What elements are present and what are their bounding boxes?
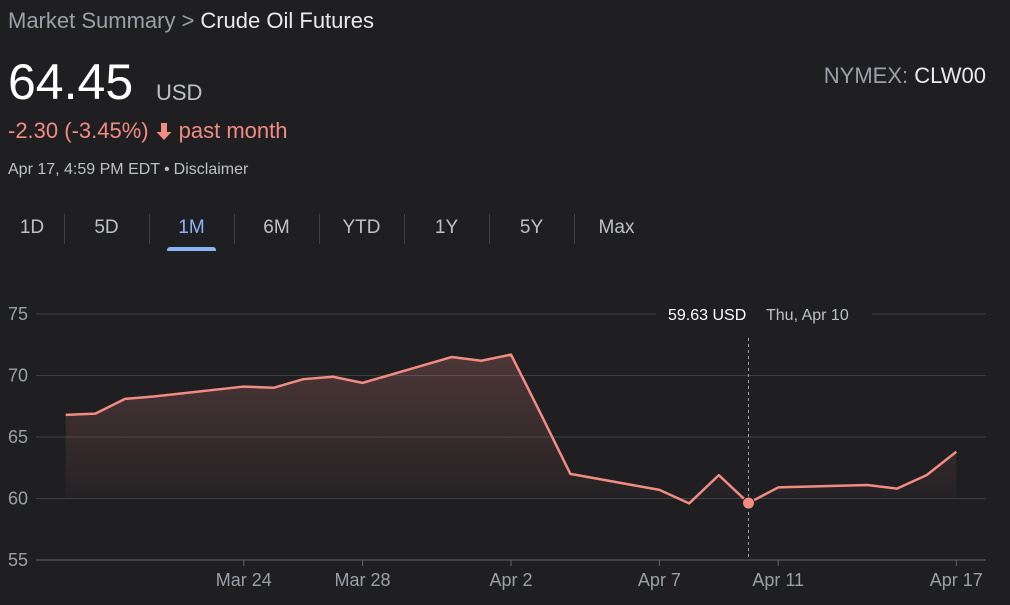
data-point [568, 472, 572, 476]
arrow-down-icon [156, 123, 172, 140]
price-change-value: -2.30 (-3.45%) [8, 118, 149, 143]
price-change: -2.30 (-3.45%) past month [8, 118, 287, 144]
data-point [361, 381, 365, 385]
data-point [123, 397, 127, 401]
tab-ytd[interactable]: YTD [319, 208, 404, 248]
hover-point-marker [742, 496, 755, 510]
data-point [331, 375, 335, 379]
x-tick-label: Mar 24 [216, 570, 272, 590]
y-tick-label: 55 [8, 550, 28, 570]
tab-1d[interactable]: 1D [19, 217, 45, 238]
tab-5d[interactable]: 5D [64, 208, 149, 248]
data-point [509, 353, 513, 357]
price-area-fill [65, 354, 957, 504]
data-point [687, 501, 691, 505]
data-point [450, 355, 454, 359]
disclaimer-link[interactable]: Disclaimer [173, 161, 249, 178]
tab-1y[interactable]: 1Y [404, 208, 489, 248]
data-point [242, 385, 246, 389]
data-point [64, 413, 68, 417]
x-tick-label: Mar 28 [335, 570, 391, 590]
data-point [776, 485, 780, 489]
data-point [539, 412, 543, 416]
data-point [272, 386, 276, 390]
tooltip-date: Thu, Apr 10 [766, 307, 849, 324]
breadcrumb: Market Summary > Crude Oil Futures [8, 8, 374, 34]
x-tick-label: Apr 2 [489, 570, 532, 590]
data-point [93, 412, 97, 416]
price-change-period: past month [178, 118, 288, 143]
x-tick-label: Apr 11 [752, 570, 804, 590]
data-point [925, 473, 929, 477]
exchange-symbol: NYMEX: CLW00 [824, 63, 986, 89]
tab-5y[interactable]: 5Y [489, 208, 574, 248]
price-line [65, 353, 958, 505]
data-point [657, 488, 661, 492]
data-point [301, 377, 305, 381]
exchange-name: NYMEX: [823, 63, 909, 88]
tab-1m[interactable]: 1M [149, 208, 234, 251]
breadcrumb-current: Crude Oil Futures [200, 8, 374, 33]
data-point [479, 359, 483, 363]
chart-tooltip [656, 298, 872, 330]
data-point [865, 483, 869, 487]
time-range-tabs: 1D 5D 1M 6M YTD 1Y 5Y Max [0, 208, 659, 252]
breadcrumb-separator: > [181, 8, 195, 33]
timestamp-separator: • [164, 161, 170, 178]
y-tick-label: 60 [8, 489, 28, 509]
y-tick-label: 75 [8, 304, 28, 324]
timestamp-text: Apr 17, 4:59 PM EDT [8, 161, 161, 178]
x-tick-label: Apr 7 [638, 570, 681, 590]
currency-label: USD [156, 80, 203, 105]
data-point [895, 487, 899, 491]
breadcrumb-market-summary-link[interactable]: Market Summary [8, 8, 176, 33]
data-point [954, 450, 958, 454]
data-point [717, 473, 721, 477]
tab-6m[interactable]: 6M [234, 208, 319, 248]
tab-max[interactable]: Max [574, 208, 659, 248]
tooltip-price: 59.63 USD [668, 307, 746, 324]
current-price: 64.45 [8, 54, 134, 110]
x-tick-label: Apr 17 [930, 570, 983, 590]
data-point [153, 394, 157, 398]
ticker-symbol: CLW00 [914, 63, 986, 88]
y-tick-label: 70 [8, 366, 28, 386]
price-chart[interactable]: 75 70 65 60 55 59.63 USD Thu, Apr 10 Mar 24 Mar … [0, 280, 1010, 605]
y-tick-label: 65 [8, 427, 28, 447]
quote-timestamp: Apr 17, 4:59 PM EDT • Disclaimer [8, 161, 248, 179]
